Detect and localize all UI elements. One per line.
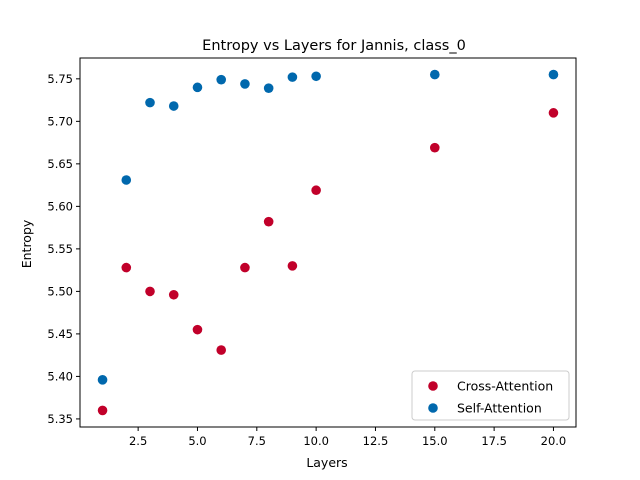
y-tick-label: 5.60 — [47, 199, 73, 213]
cross-attention-point — [263, 216, 274, 227]
self-attention-point — [145, 97, 155, 108]
y-tick-label: 5.65 — [47, 157, 73, 171]
y-tick-label: 5.40 — [47, 369, 73, 383]
plot-area-frame — [79, 57, 577, 428]
y-tick-label: 5.70 — [47, 114, 73, 128]
cross-attention-point — [168, 289, 179, 300]
legend-label-cross-attention: Cross-Attention — [457, 379, 553, 394]
y-tick-label: 5.55 — [47, 242, 73, 256]
x-axis-label: Layers — [306, 455, 347, 470]
cross-attention-point — [145, 286, 155, 297]
self-attention-point — [192, 82, 203, 93]
axis-ticks: 2.5 5.0 7.5 10.0 12.5 15.0 17.5 20.0 5.35 5.40 5.4… — [47, 72, 566, 448]
cross-attention-point — [97, 405, 108, 416]
y-tick-label: 5.50 — [47, 284, 73, 298]
self-attention-point — [216, 74, 227, 85]
self-attention-point — [287, 72, 298, 82]
self-attention-point — [548, 69, 559, 80]
self-attention-point — [429, 69, 440, 80]
y-tick-label: 5.45 — [47, 327, 73, 341]
self-attention-point — [97, 375, 108, 385]
y-axis-label: Entropy — [19, 219, 34, 268]
x-tick-label: 7.5 — [248, 434, 266, 448]
self-attention-point — [121, 175, 132, 185]
y-tick-label: 5.35 — [47, 412, 73, 426]
x-tick-label: 20.0 — [541, 434, 567, 448]
cross-attention-point — [192, 324, 203, 335]
x-tick-label: 17.5 — [481, 434, 507, 448]
x-tick-label: 10.0 — [303, 434, 329, 448]
x-tick-label: 2.5 — [129, 434, 147, 448]
cross-attention-point — [287, 261, 298, 271]
cross-attention-point — [548, 108, 559, 118]
x-tick-label: 5.0 — [188, 434, 206, 448]
y-tick-label: 5.75 — [47, 72, 73, 86]
legend-marker-self-attention — [428, 403, 438, 413]
legend-marker-cross-attention — [428, 381, 438, 391]
self-attention-point — [311, 71, 321, 82]
self-attention-point — [240, 79, 250, 89]
x-tick-label: 12.5 — [363, 434, 389, 448]
x-tick-label: 15.0 — [422, 434, 448, 448]
legend-box — [411, 370, 570, 421]
legend-label-self-attention: Self-Attention — [457, 401, 542, 416]
legend: Cross-Attention Self-Attention — [411, 370, 570, 421]
self-attention-point — [168, 101, 179, 111]
data-points — [97, 69, 559, 416]
cross-attention-point — [240, 262, 250, 273]
chart-title: Entropy vs Layers for Jannis, class_0 — [202, 38, 466, 54]
cross-attention-point — [121, 262, 132, 273]
cross-attention-point — [429, 142, 440, 153]
cross-attention-point — [216, 345, 227, 355]
cross-attention-point — [311, 185, 321, 196]
self-attention-point — [263, 83, 274, 93]
